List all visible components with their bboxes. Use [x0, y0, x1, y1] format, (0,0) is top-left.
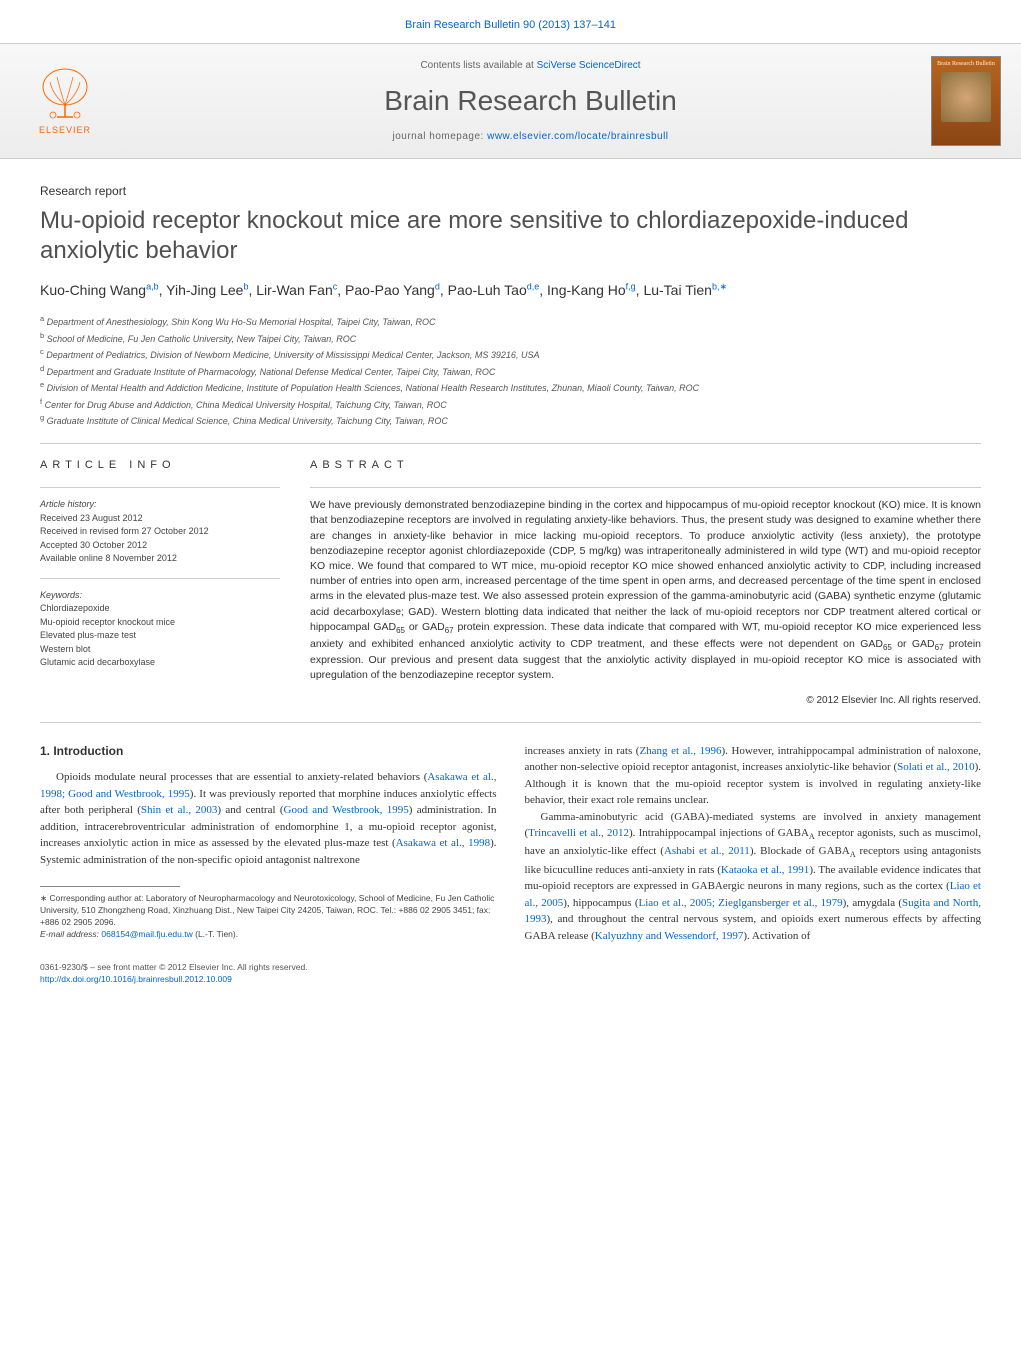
citation-link[interactable]: Solati et al., 2010 — [897, 761, 974, 773]
copyright-line: © 2012 Elsevier Inc. All rights reserved… — [310, 694, 981, 708]
article-info-heading: ARTICLE INFO — [40, 458, 280, 473]
citation-link[interactable]: Kataoka et al., 1991 — [721, 864, 809, 876]
keyword-line: Mu-opioid receptor knockout mice — [40, 616, 280, 630]
history-title: Article history: — [40, 498, 280, 512]
sciencedirect-link[interactable]: SciVerse ScienceDirect — [537, 60, 641, 71]
abstract-heading: ABSTRACT — [310, 458, 981, 473]
citation-link[interactable]: Ashabi et al., 2011 — [664, 845, 750, 857]
issn-line: 0361-9230/$ – see front matter © 2012 El… — [40, 962, 981, 974]
contents-line: Contents lists available at SciVerse Sci… — [130, 59, 931, 73]
abstract-column: ABSTRACT We have previously demonstrated… — [310, 458, 981, 708]
citation-link[interactable]: Good and Westbrook, 1995 — [284, 804, 409, 816]
homepage-link[interactable]: www.elsevier.com/locate/brainresbull — [487, 131, 668, 142]
history-line: Accepted 30 October 2012 — [40, 539, 280, 553]
history-line: Received 23 August 2012 — [40, 512, 280, 526]
affiliation-line: e Division of Mental Health and Addictio… — [40, 379, 981, 396]
history-line: Available online 8 November 2012 — [40, 552, 280, 566]
affiliation-line: f Center for Drug Abuse and Addiction, C… — [40, 396, 981, 413]
affiliation-line: a Department of Anesthesiology, Shin Kon… — [40, 313, 981, 330]
cover-title: Brain Research Bulletin — [937, 61, 995, 68]
info-divider-2 — [40, 578, 280, 579]
body-col-left: 1. Introduction Opioids modulate neural … — [40, 743, 497, 944]
body-col-right: increases anxiety in rats (Zhang et al.,… — [525, 743, 982, 944]
affiliation-line: c Department of Pediatrics, Division of … — [40, 346, 981, 363]
keywords-block: Keywords: ChlordiazepoxideMu-opioid rece… — [40, 589, 280, 670]
affiliation-line: b School of Medicine, Fu Jen Catholic Un… — [40, 330, 981, 347]
keyword-line: Western blot — [40, 643, 280, 657]
citation-link[interactable]: Trincavelli et al., 2012 — [528, 827, 629, 839]
intro-heading: 1. Introduction — [40, 743, 497, 760]
elsevier-tree-icon — [35, 67, 95, 122]
divider — [40, 443, 981, 444]
banner-center: Contents lists available at SciVerse Sci… — [130, 59, 931, 144]
publisher-name: ELSEVIER — [39, 124, 91, 137]
body-paragraph: Opioids modulate neural processes that a… — [40, 769, 497, 868]
info-divider — [40, 487, 280, 488]
citation-link[interactable]: Kalyuzhny and Wessendorf, 1997 — [595, 930, 744, 942]
body-columns: 1. Introduction Opioids modulate neural … — [40, 743, 981, 944]
citation-link[interactable]: Liao et al., 2005; Zieglgansberger et al… — [639, 897, 843, 909]
abstract-text: We have previously demonstrated benzodia… — [310, 498, 981, 684]
footnote-divider — [40, 886, 180, 887]
affiliations: a Department of Anesthesiology, Shin Kon… — [40, 313, 981, 429]
corresponding-footnote: ∗ Corresponding author at: Laboratory of… — [40, 893, 497, 929]
journal-banner: ELSEVIER Contents lists available at Sci… — [0, 43, 1021, 159]
citation-link[interactable]: Zhang et al., 1996 — [639, 745, 721, 757]
keywords-title: Keywords: — [40, 589, 280, 603]
abstract-divider — [310, 487, 981, 488]
authors-list: Kuo-Ching Wanga,b, Yih-Jing Leeb, Lir-Wa… — [40, 280, 981, 301]
citation-link[interactable]: Asakawa et al., 1998; Good and Westbrook… — [40, 771, 497, 800]
affiliation-line: g Graduate Institute of Clinical Medical… — [40, 412, 981, 429]
doi-link[interactable]: http://dx.doi.org/10.1016/j.brainresbull… — [40, 974, 232, 984]
homepage-prefix: journal homepage: — [392, 131, 487, 142]
article-history-block: Article history: Received 23 August 2012… — [40, 498, 280, 566]
citation-link[interactable]: Shin et al., 2003 — [141, 804, 218, 816]
keyword-line: Chlordiazepoxide — [40, 602, 280, 616]
affiliation-line: d Department and Graduate Institute of P… — [40, 363, 981, 380]
article-info-column: ARTICLE INFO Article history: Received 2… — [40, 458, 280, 708]
article-title: Mu-opioid receptor knockout mice are mor… — [40, 206, 981, 266]
contents-prefix: Contents lists available at — [420, 60, 536, 71]
body-paragraph: Gamma-aminobutyric acid (GABA)-mediated … — [525, 809, 982, 944]
journal-cover-thumbnail: Brain Research Bulletin — [931, 56, 1001, 146]
divider-2 — [40, 722, 981, 723]
cover-image — [941, 72, 991, 122]
email-label: E-mail address: — [40, 929, 101, 939]
footer-bar: 0361-9230/$ – see front matter © 2012 El… — [40, 962, 981, 986]
homepage-line: journal homepage: www.elsevier.com/locat… — [130, 130, 931, 144]
keyword-line: Elevated plus-maze test — [40, 629, 280, 643]
publisher-logo: ELSEVIER — [20, 56, 110, 146]
history-line: Received in revised form 27 October 2012 — [40, 525, 280, 539]
citation-header: Brain Research Bulletin 90 (2013) 137–14… — [0, 0, 1021, 43]
keyword-line: Glutamic acid decarboxylase — [40, 656, 280, 670]
citation-link[interactable]: Brain Research Bulletin 90 (2013) 137–14… — [405, 19, 616, 31]
email-suffix: (L.-T. Tien). — [193, 929, 238, 939]
journal-name: Brain Research Bulletin — [130, 81, 931, 120]
article-type: Research report — [40, 183, 981, 200]
email-footnote: E-mail address: 068154@mail.fju.edu.tw (… — [40, 929, 497, 941]
body-paragraph: increases anxiety in rats (Zhang et al.,… — [525, 743, 982, 809]
citation-link[interactable]: Asakawa et al., 1998 — [396, 837, 490, 849]
info-abstract-row: ARTICLE INFO Article history: Received 2… — [40, 458, 981, 708]
email-link[interactable]: 068154@mail.fju.edu.tw — [101, 929, 192, 939]
